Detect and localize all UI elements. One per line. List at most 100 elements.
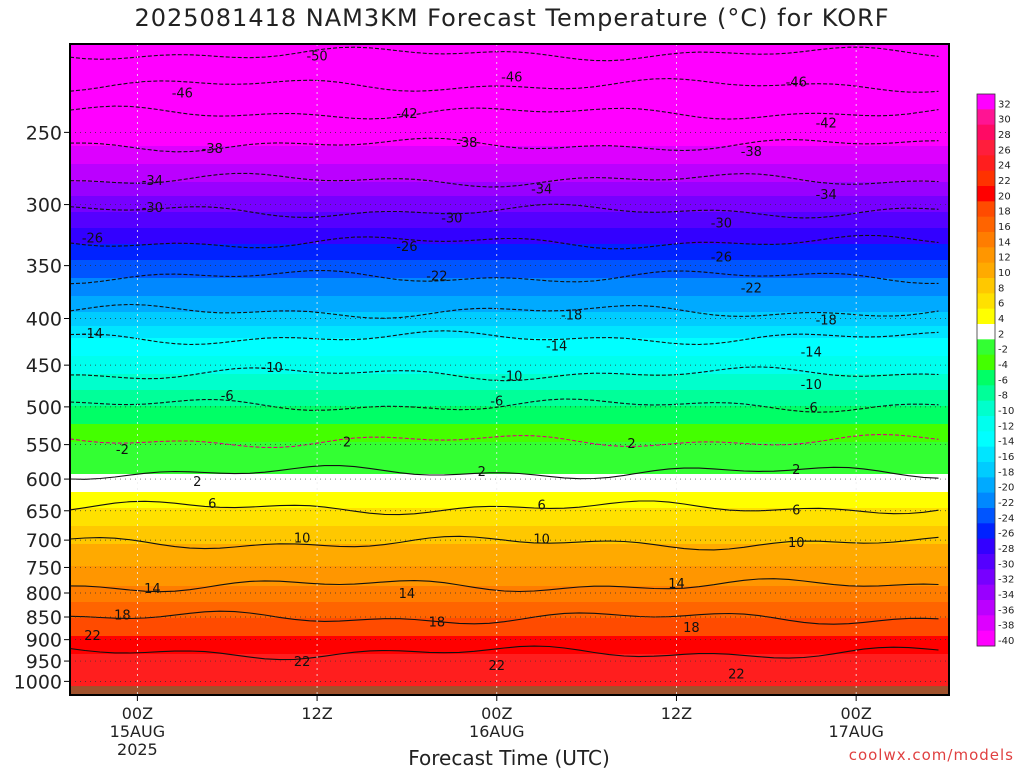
contour-line [70,303,939,319]
x-tick-year: 2025 [117,740,158,759]
contour-label: -38 [741,145,762,160]
colorbar-cell [977,201,995,218]
y-tick-label: 600 [26,469,62,491]
colorbar-label: -10 [998,406,1014,417]
grid-lines [70,44,949,695]
contour-line [70,578,939,593]
contour-label: -30 [711,217,732,232]
colorbar-cell [977,124,995,141]
contour-label: 14 [668,577,685,592]
colorbar-label: -12 [998,421,1014,432]
colorbar-label: 32 [998,99,1011,110]
colorbar-cell [977,155,995,172]
contour-line [70,610,939,625]
colorbar-label: -14 [998,437,1014,448]
contour-line [70,234,939,250]
contour-label: 18 [429,616,446,631]
colorbar-label: -28 [998,544,1014,555]
contour-label: -50 [306,50,327,65]
contour-line [70,46,939,62]
colorbar-label: 16 [998,222,1011,233]
plot-frame [69,43,950,696]
contour-label: -22 [741,282,762,297]
y-tick-label: 800 [26,583,62,605]
colorbar-label: -38 [998,621,1014,632]
contour-label: -42 [816,117,837,132]
contour-label: 6 [208,497,216,512]
contour-label: -26 [82,231,103,246]
contour-label: 18 [114,609,131,624]
contour-line [70,500,939,516]
contour-line [70,137,939,153]
colorbar-label: -6 [998,375,1008,386]
contour-label: -46 [786,76,807,91]
contour-label: 2 [193,475,201,490]
contour-label: -6 [805,401,818,416]
colorbar-cell [977,370,995,386]
colorbar-label: 4 [998,314,1004,325]
y-tick-label: 750 [26,557,62,579]
colorbar-cell [977,615,995,632]
watermark: coolwx.com/models [848,746,1014,764]
colorbar-label: 30 [998,115,1011,126]
colorbar-cell [977,569,995,586]
contour-line [70,105,939,120]
contour-label: -34 [142,174,163,189]
y-tick-label: 350 [26,256,62,278]
contour-line [70,645,939,661]
colorbar-label: -24 [998,513,1014,524]
contour-label: 2 [792,463,800,478]
y-axis: 2503003504004505005506006507007508008509… [14,122,70,693]
contour-line [70,535,939,551]
contour-label: 2 [478,465,486,480]
contour-label: -46 [172,86,193,101]
contour-label: 22 [84,629,101,644]
y-tick-label: 900 [26,630,62,652]
colorbar-cell [977,308,995,325]
colorbar-cell [977,278,995,294]
contour-label: -6 [490,394,503,409]
colorbar-label: -2 [998,345,1008,356]
colorbar-cell [977,354,995,371]
contour-label: -26 [711,250,732,265]
y-tick-label: 400 [26,309,62,331]
colorbar-label: 12 [998,253,1011,264]
contour-label: 14 [399,587,416,602]
contour-label: -18 [561,309,582,324]
colorbar-cell [977,431,995,448]
contour-line [70,433,939,449]
colorbar-label: -26 [998,529,1014,540]
colorbar-label: -30 [998,559,1014,570]
contour-label: -30 [441,212,462,227]
contour-label: 2 [343,436,351,451]
contour-line [70,366,939,382]
x-tick-label: 00Z [122,704,153,723]
contour-label: -34 [816,188,837,203]
x-tick-date: 17AUG [828,722,883,741]
colorbar-cell [977,630,995,647]
contour-line [70,269,939,285]
x-axis-label: Forecast Time (UTC) [408,746,610,768]
colorbar-label: 22 [998,176,1011,187]
x-tick-date: 16AUG [469,722,524,741]
y-tick-label: 450 [26,355,62,377]
colorbar-cell [977,492,995,509]
contour-label: -38 [202,142,223,157]
colorbar-cell [977,140,995,156]
contour-label: 2 [627,437,635,452]
colorbar-label: -18 [998,467,1014,478]
contour-label: -10 [801,378,822,393]
colorbar-label: 28 [998,130,1011,141]
colorbar-label: -16 [998,452,1014,463]
contour-label: 22 [488,659,505,674]
contour-line [70,203,939,219]
contour-label: 10 [533,532,550,547]
colorbar-cell [977,600,995,616]
colorbar-label: 18 [998,207,1011,218]
y-tick-label: 850 [26,607,62,629]
contour-label: -26 [396,240,417,255]
contour-label: -46 [501,70,522,85]
colorbar-cell [977,416,995,432]
y-tick-label: 650 [26,501,62,523]
colorbar-cell [977,523,995,540]
